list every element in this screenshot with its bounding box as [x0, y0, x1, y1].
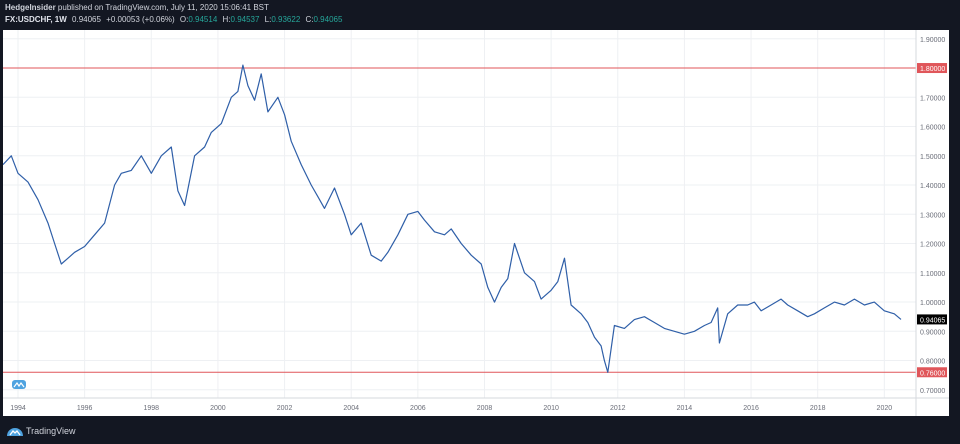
x-tick-label: 2020	[877, 405, 893, 412]
series-line[interactable]	[2, 64, 902, 373]
x-tick-label: 2006	[410, 405, 426, 412]
x-tick-label: 1996	[77, 405, 93, 412]
open-value: 0.94514	[188, 15, 218, 24]
low-label: L:	[264, 15, 272, 24]
price-change: +0.00053 (+0.06%)	[106, 15, 175, 24]
x-tick-label: 2008	[477, 405, 493, 412]
y-tick-label: 1.30000	[920, 212, 945, 219]
x-tick-label: 2000	[210, 405, 226, 412]
horizontal-lines	[3, 67, 916, 373]
x-tick-label: 2010	[543, 405, 559, 412]
close-label: C:	[305, 15, 314, 24]
y-tick-label: 1.50000	[920, 154, 945, 161]
low-value: 0.93622	[271, 15, 301, 24]
publish-date: published on TradingView.com, July 11, 2…	[57, 3, 269, 12]
horizontal-level-tag	[917, 63, 947, 74]
y-tick-label: 1.60000	[920, 125, 945, 132]
author-name[interactable]: HedgeInsider	[5, 3, 56, 12]
chart-header: HedgeInsider published on TradingView.co…	[0, 0, 960, 30]
ohlc-legend: FX:USDCHF, 1W 0.94065 +0.00053 (+0.06%) …	[5, 15, 342, 24]
horizontal-level-tag	[917, 367, 947, 378]
x-tick-label: 2004	[343, 405, 359, 412]
y-tick-label: 1.90000	[920, 37, 945, 44]
y-tick-label: 1.40000	[920, 183, 945, 190]
x-tick-label: 2012	[610, 405, 626, 412]
last-price-tag	[917, 314, 947, 325]
last-price: 0.94065	[72, 15, 101, 24]
publish-info: HedgeInsider published on TradingView.co…	[5, 3, 269, 12]
close-value: 0.94065	[313, 15, 343, 24]
chart-panel[interactable]: 1.90000 1.80000 1.70000 1.60000 1.50000 1.400…	[2, 30, 949, 416]
y-tick-label: 0.90000	[920, 329, 945, 336]
x-tick-label: 1998	[143, 405, 159, 412]
last-price-label: 0.94065	[920, 317, 945, 324]
y-tick-label: 1.70000	[920, 95, 945, 102]
symbol-label: FX:USDCHF, 1W	[5, 15, 67, 24]
y-tick-label: 1.00000	[920, 300, 945, 307]
price-axis[interactable]: 1.90000 1.80000 1.70000 1.60000 1.50000 1.400…	[917, 37, 947, 395]
tradingview-watermark-icon	[12, 380, 26, 389]
tradingview-logo-icon	[7, 428, 23, 436]
time-axis[interactable]: 1994 1996 1998 2000 2002 2004 2006 2008 2010 2012…	[10, 405, 892, 412]
x-tick-label: 2016	[743, 405, 759, 412]
x-tick-label: 2018	[810, 405, 826, 412]
high-value: 0.94537	[230, 15, 260, 24]
x-tick-label: 2002	[277, 405, 293, 412]
y-tick-label: 0.80000	[920, 359, 945, 366]
y-tick-label: 0.70000	[920, 388, 945, 395]
y-tick-label: 1.20000	[920, 242, 945, 249]
horizontal-level-label: 1.80000	[920, 66, 945, 73]
grid	[3, 30, 916, 398]
horizontal-level-label: 0.76000	[920, 370, 945, 377]
high-label: H:	[222, 15, 231, 24]
tradingview-brand[interactable]: TradingView	[26, 426, 76, 436]
open-label: O:	[179, 15, 189, 24]
series-layer	[2, 64, 902, 373]
x-tick-label: 1994	[10, 405, 26, 412]
price-chart[interactable]: 1.90000 1.80000 1.70000 1.60000 1.50000 1.400…	[2, 30, 949, 416]
x-tick-label: 2014	[677, 405, 693, 412]
y-tick-label: 1.10000	[920, 271, 945, 278]
footer-bar: TradingView	[0, 418, 960, 444]
